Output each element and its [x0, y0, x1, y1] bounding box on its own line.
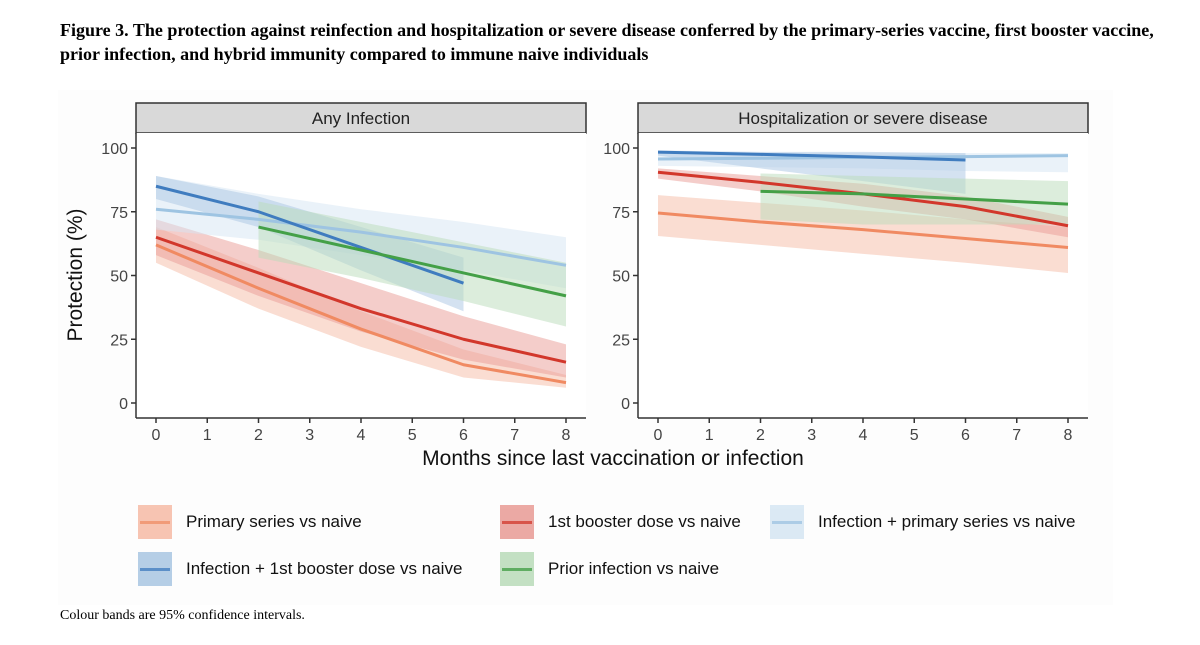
legend-label: Infection + 1st booster dose vs naive: [186, 559, 463, 578]
series-line: [760, 189, 1069, 206]
legend-label: 1st booster dose vs naive: [548, 512, 741, 531]
legend-key: [500, 552, 534, 586]
y-tick-label: 0: [621, 396, 630, 413]
x-tick-label: 2: [254, 427, 263, 444]
x-tick-label: 3: [305, 427, 314, 444]
x-tick-label: 6: [961, 427, 970, 444]
panel-title: Hospitalization or severe disease: [738, 109, 987, 128]
y-tick-label: 25: [612, 332, 630, 349]
legend-item: 1st booster dose vs naive: [500, 505, 741, 539]
panel-1: Hospitalization or severe disease0255075…: [603, 102, 1089, 444]
footnote: Colour bands are 95% confidence interval…: [60, 608, 305, 623]
series-line: [155, 235, 567, 364]
series-line: [155, 243, 567, 385]
legend-item: Infection + primary series vs naive: [770, 505, 1075, 539]
x-tick-label: 8: [562, 427, 571, 444]
x-tick-label: 0: [152, 427, 161, 444]
legend-item: Prior infection vs naive: [500, 552, 719, 586]
legend-line: [140, 568, 170, 571]
y-tick-label: 75: [612, 205, 630, 222]
series-line: [657, 150, 966, 162]
legend-key: [500, 505, 534, 539]
x-tick-label: 3: [807, 427, 816, 444]
legend-line: [772, 521, 802, 524]
x-tick-label: 8: [1064, 427, 1073, 444]
panel-strip: [135, 102, 587, 134]
x-tick-label: 4: [859, 427, 868, 444]
legend-key: [138, 552, 172, 586]
legend-item: Primary series vs naive: [138, 505, 362, 539]
series-line: [258, 225, 567, 298]
x-tick-label: 5: [408, 427, 417, 444]
x-tick-label: 2: [756, 427, 765, 444]
x-tick-label: 1: [705, 427, 714, 444]
legend-line: [502, 521, 532, 524]
legend-label: Infection + primary series vs naive: [818, 512, 1076, 531]
legend-line: [502, 568, 532, 571]
chart-area: Any Infection 0 25 50 75 100 0 1 2 3 4 5 6 7 8 Hospital…: [58, 90, 1113, 605]
legend-item: Infection + 1st booster dose vs naive: [138, 552, 462, 586]
x-tick-label: 1: [203, 427, 212, 444]
x-tick-label: 4: [357, 427, 366, 444]
panel-0: Any Infection 0 25 50 75 100 0 1 2 3 4 5 6 7 8: [101, 102, 587, 444]
panel-strip: [637, 102, 1089, 134]
x-tick-label: 7: [1012, 427, 1021, 444]
legend-key: [138, 505, 172, 539]
y-tick-label: 0: [119, 396, 128, 413]
confidence-band: [156, 227, 566, 388]
figure-title: Figure 3. The protection against reinfec…: [60, 20, 1154, 64]
panel-title: Any Infection: [312, 109, 410, 128]
x-axis-label: Months since last vaccination or infecti…: [422, 447, 804, 470]
x-tick-label: 0: [654, 427, 663, 444]
y-tick-label: 100: [603, 141, 630, 158]
y-tick-label: 25: [110, 332, 128, 349]
y-tick-label: 50: [110, 269, 128, 286]
legend-key: [770, 505, 804, 539]
y-tick-label: 75: [110, 205, 128, 222]
series-line: [657, 211, 1069, 249]
y-tick-label: 100: [101, 141, 128, 158]
legend-line: [140, 521, 170, 524]
y-axis-label: Protection (%): [64, 208, 87, 341]
series-line: [155, 207, 567, 267]
y-tick-label: 50: [612, 269, 630, 286]
x-tick-label: 7: [510, 427, 519, 444]
x-tick-label: 6: [459, 427, 468, 444]
legend-label: Prior infection vs naive: [548, 559, 720, 578]
series-line: [155, 184, 464, 285]
legend-label: Primary series vs naive: [186, 512, 362, 531]
x-tick-label: 5: [910, 427, 919, 444]
